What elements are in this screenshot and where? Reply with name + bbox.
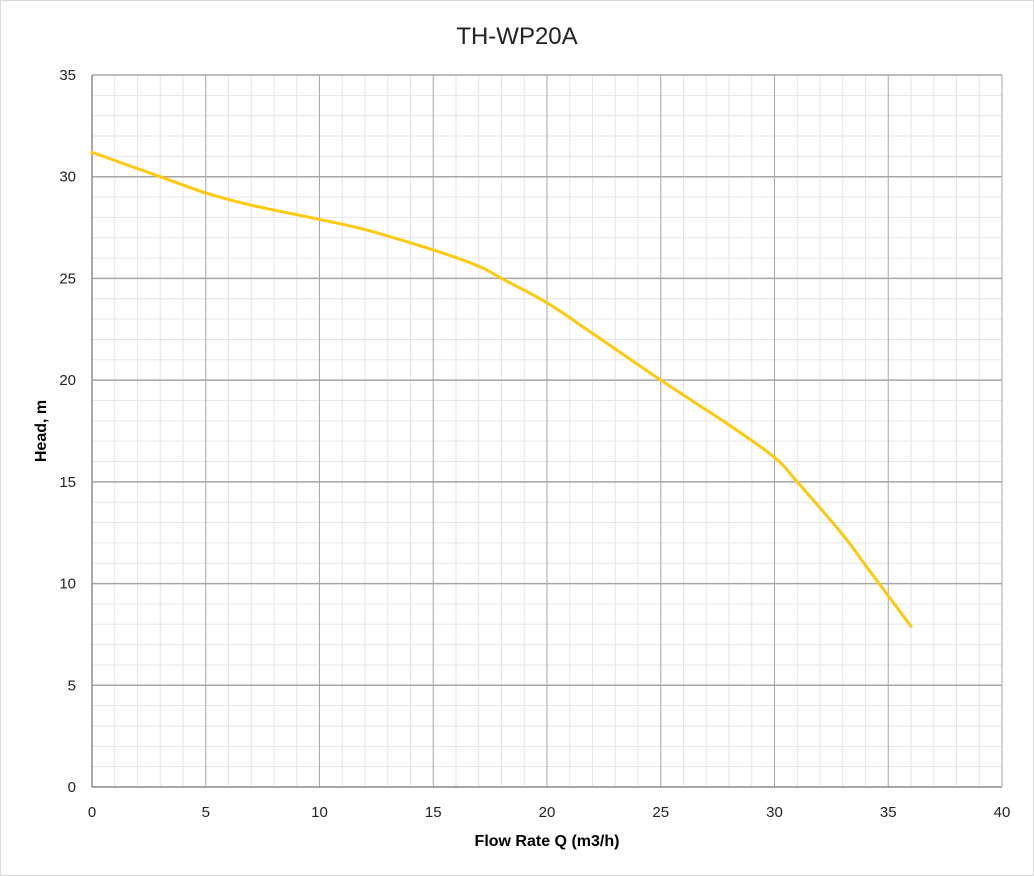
x-tick-label: 35 [880, 804, 897, 821]
x-tick-label: 30 [766, 804, 783, 821]
x-axis-label: Flow Rate Q (m3/h) [475, 833, 620, 850]
x-tick-label: 10 [311, 804, 328, 821]
x-tick-label: 20 [539, 804, 556, 821]
chart-title: TH-WP20A [456, 23, 577, 50]
y-tick-label: 10 [59, 576, 76, 593]
axes [91, 75, 1002, 788]
y-tick-label: 25 [59, 270, 76, 287]
series-layer [90, 150, 913, 628]
x-tick-label: 0 [88, 804, 96, 821]
y-tick-label: 0 [68, 779, 76, 796]
major-grid [92, 74, 1003, 787]
x-tick-labels: 0 5 10 15 20 25 30 35 40 [88, 804, 1011, 821]
x-tick-label: 40 [994, 804, 1011, 821]
x-tick-label: 5 [202, 804, 210, 821]
x-tick-label: 15 [425, 804, 442, 821]
y-tick-label: 5 [68, 677, 76, 694]
x-tick-label: 25 [652, 804, 669, 821]
y-axis-label: Head, m [33, 400, 50, 462]
y-tick-label: 35 [59, 67, 76, 84]
y-tick-label: 20 [59, 372, 76, 389]
y-tick-label: 15 [59, 474, 76, 491]
y-tick-labels: 0 5 10 15 20 25 30 35 [59, 67, 76, 796]
y-tick-label: 30 [59, 169, 76, 186]
series-line [90, 150, 913, 628]
